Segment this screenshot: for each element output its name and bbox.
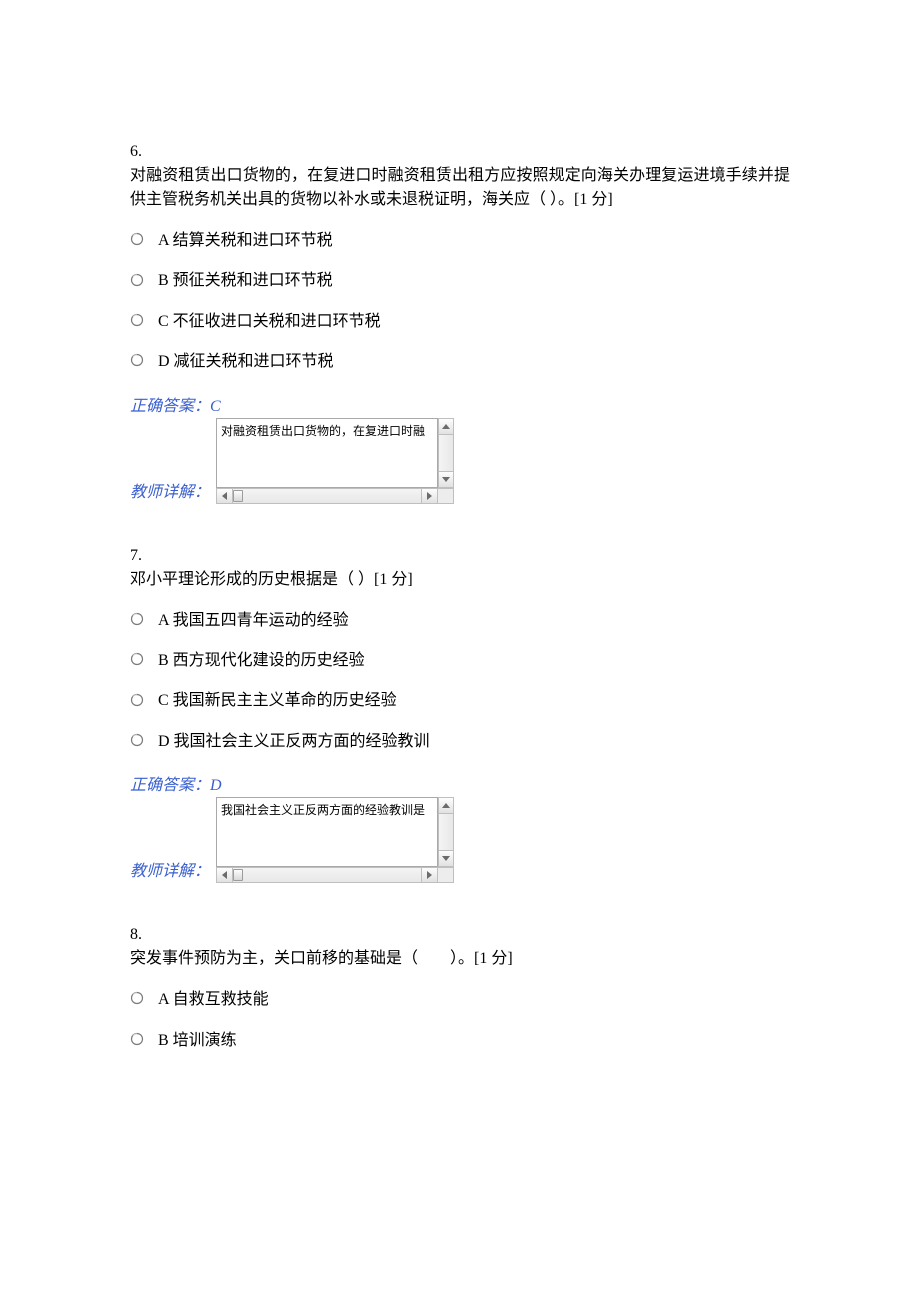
question-number: 6. [130,140,790,164]
scroll-right-icon[interactable] [421,489,437,503]
scroll-left-icon[interactable] [217,868,233,882]
question-8: 8. 突发事件预防为主，关口前移的基础是（ ）。[1 分] A 自救互救技能 B… [130,923,790,1052]
option-label: B 西方现代化建设的历史经验 [158,650,365,672]
radio-icon[interactable] [130,353,144,367]
scroll-left-icon[interactable] [217,489,233,503]
radio-icon[interactable] [130,313,144,327]
explain-textbox[interactable]: 对融资租赁出口货物的，在复进口时融 [216,418,454,504]
option-b[interactable]: B 培训演练 [130,1030,790,1052]
explain-label: 教师详解： [130,857,210,883]
option-c[interactable]: C 不征收进口关税和进口环节税 [130,311,790,333]
question-number: 7. [130,544,790,568]
option-d[interactable]: D 我国社会主义正反两方面的经验教训 [130,731,790,753]
scroll-down-icon[interactable] [439,471,453,487]
vertical-scrollbar[interactable] [438,797,454,867]
horizontal-scrollbar[interactable] [216,867,454,883]
explain-row: 教师详解： 对融资租赁出口货物的，在复进口时融 [130,418,790,504]
option-b[interactable]: B 预征关税和进口环节税 [130,270,790,292]
scroll-down-icon[interactable] [439,850,453,866]
scroll-corner [437,868,453,882]
scroll-thumb[interactable] [233,490,243,502]
question-7: 7. 邓小平理论形成的历史根据是（ ）[1 分] A 我国五四青年运动的经验 B… [130,544,790,884]
question-text: 对融资租赁出口货物的，在复进口时融资租赁出租方应按照规定向海关办理复运进境手续并… [130,164,790,212]
radio-icon[interactable] [130,612,144,626]
option-b[interactable]: B 西方现代化建设的历史经验 [130,650,790,672]
option-label: D 减征关税和进口环节税 [158,351,334,373]
scroll-up-icon[interactable] [439,798,453,814]
option-c[interactable]: C 我国新民主主义革命的历史经验 [130,690,790,712]
radio-icon[interactable] [130,1032,144,1046]
question-6: 6. 对融资租赁出口货物的，在复进口时融资租赁出租方应按照规定向海关办理复运进境… [130,140,790,504]
option-a[interactable]: A 自救互救技能 [130,989,790,1011]
radio-icon[interactable] [130,991,144,1005]
option-label: A 我国五四青年运动的经验 [158,610,349,632]
question-text: 邓小平理论形成的历史根据是（ ）[1 分] [130,568,790,592]
page-content: 6. 对融资租赁出口货物的，在复进口时融资租赁出租方应按照规定向海关办理复运进境… [0,0,920,1132]
option-label: B 培训演练 [158,1030,237,1052]
scroll-up-icon[interactable] [439,419,453,435]
scroll-corner [437,489,453,503]
horizontal-scrollbar[interactable] [216,488,454,504]
scroll-thumb[interactable] [233,869,243,881]
explain-textbox[interactable]: 我国社会主义正反两方面的经验教训是 [216,797,454,883]
option-a[interactable]: A 我国五四青年运动的经验 [130,610,790,632]
correct-answer: 正确答案：C [130,392,790,416]
option-a[interactable]: A 结算关税和进口环节税 [130,230,790,252]
option-label: C 不征收进口关税和进口环节税 [158,311,381,333]
radio-icon[interactable] [130,273,144,287]
radio-icon[interactable] [130,733,144,747]
option-label: B 预征关税和进口环节税 [158,270,333,292]
vertical-scrollbar[interactable] [438,418,454,488]
explain-label: 教师详解： [130,478,210,504]
explain-text[interactable]: 我国社会主义正反两方面的经验教训是 [216,797,438,867]
radio-icon[interactable] [130,652,144,666]
question-number: 8. [130,923,790,947]
option-label: A 结算关税和进口环节税 [158,230,333,252]
explain-text[interactable]: 对融资租赁出口货物的，在复进口时融 [216,418,438,488]
option-d[interactable]: D 减征关税和进口环节税 [130,351,790,373]
option-label: C 我国新民主主义革命的历史经验 [158,690,397,712]
radio-icon[interactable] [130,693,144,707]
question-text: 突发事件预防为主，关口前移的基础是（ ）。[1 分] [130,947,790,971]
option-label: A 自救互救技能 [158,989,269,1011]
radio-icon[interactable] [130,232,144,246]
correct-answer: 正确答案：D [130,771,790,795]
option-label: D 我国社会主义正反两方面的经验教训 [158,731,430,753]
scroll-right-icon[interactable] [421,868,437,882]
explain-row: 教师详解： 我国社会主义正反两方面的经验教训是 [130,797,790,883]
